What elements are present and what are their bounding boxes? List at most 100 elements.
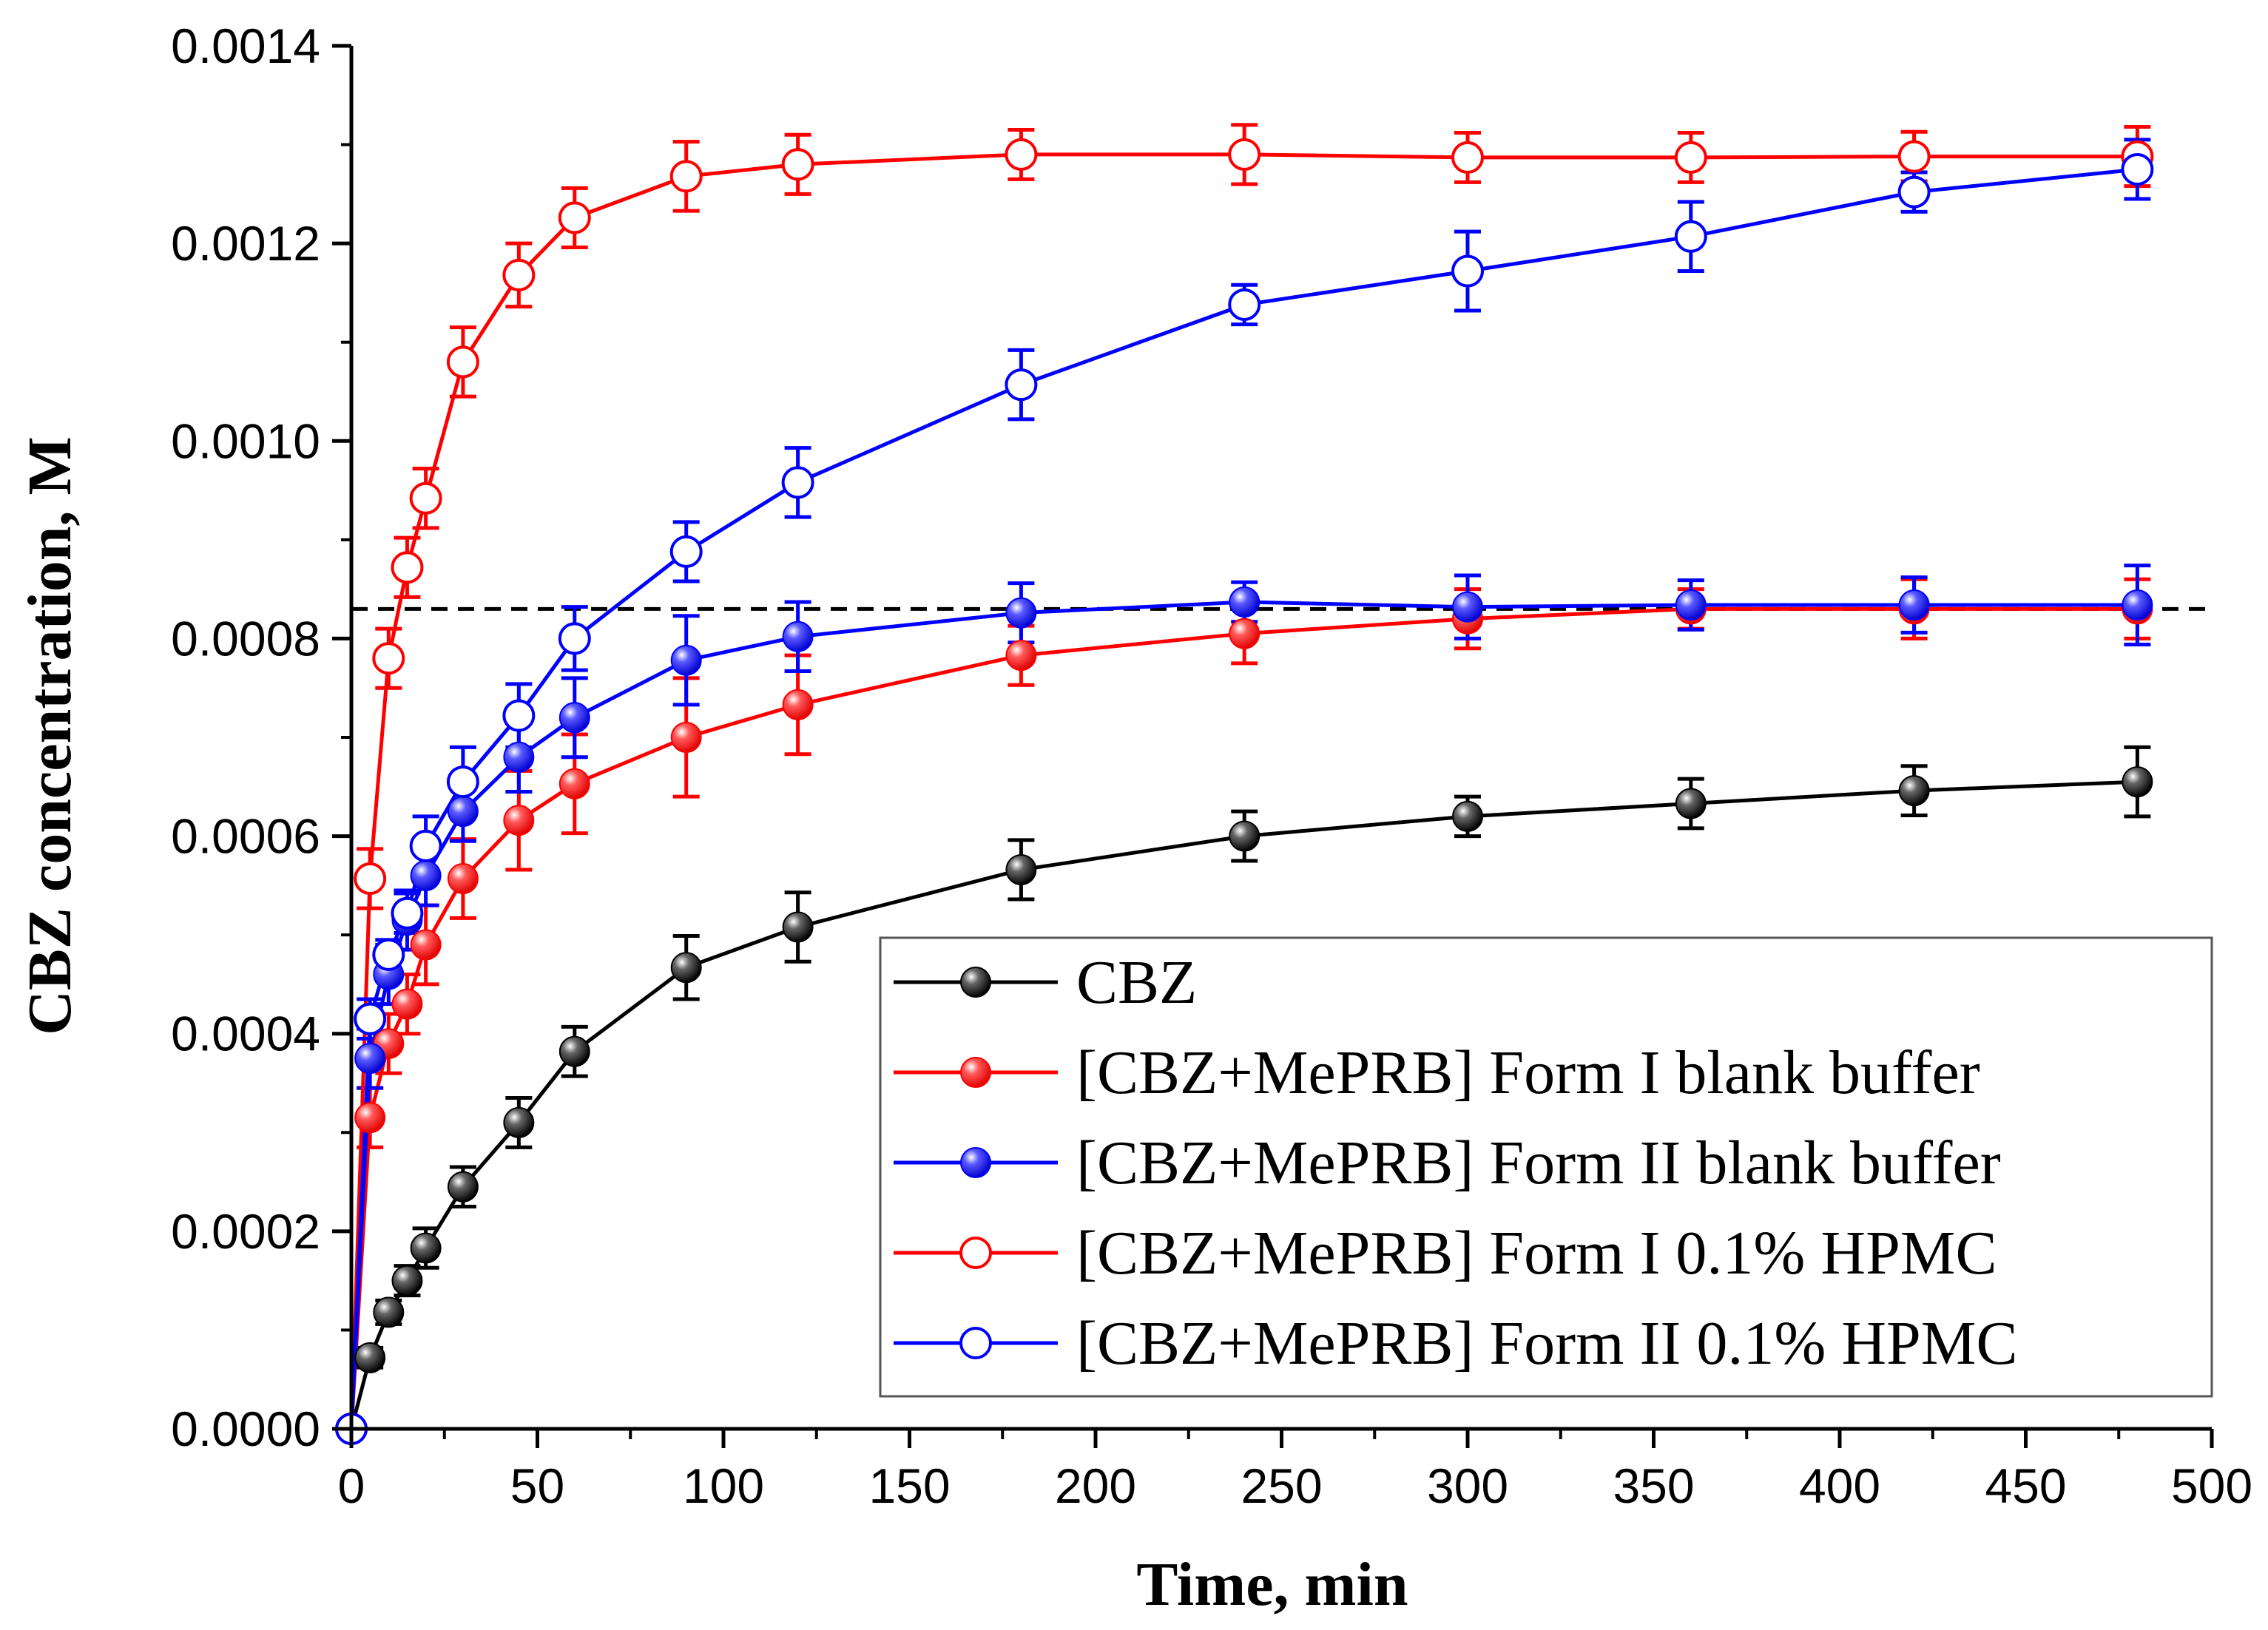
- data-point: [447, 1171, 479, 1203]
- x-tick-label: 200: [1055, 1458, 1136, 1513]
- marker-layer: [335, 138, 2154, 1445]
- data-point: [447, 796, 479, 828]
- y-axis-title: CBZ concentration, M: [16, 436, 84, 1035]
- data-point: [354, 1102, 386, 1134]
- x-tick-label: 50: [510, 1458, 564, 1513]
- data-point: [2122, 589, 2153, 621]
- data-point: [1005, 597, 1037, 629]
- data-point: [1452, 591, 1483, 623]
- legend-label: CBZ: [1076, 948, 1197, 1017]
- y-tick-label: 0.0012: [171, 216, 320, 271]
- data-point: [373, 1296, 405, 1328]
- data-point: [1005, 368, 1038, 402]
- x-tick-label: 450: [1985, 1458, 2066, 1513]
- y-tick-label: 0.0000: [171, 1401, 320, 1456]
- series-3: [349, 123, 2151, 1430]
- data-point: [782, 911, 814, 943]
- legend-entry: [CBZ+MePRB] Form I blank buffer: [894, 1038, 1980, 1107]
- data-point: [409, 829, 442, 862]
- data-point: [1005, 138, 1038, 171]
- data-point: [670, 644, 702, 676]
- data-point: [354, 1043, 386, 1075]
- axes: 0 50 100 150 200 250 300 350 400 450 500 0.0000 0.00…: [171, 18, 2252, 1513]
- data-point: [558, 768, 590, 799]
- data-point: [558, 1035, 590, 1067]
- data-point: [391, 551, 424, 584]
- series-line: [349, 606, 2138, 1430]
- plot-area: [335, 123, 2212, 1445]
- data-point: [670, 952, 702, 984]
- data-point: [1674, 141, 1707, 174]
- legend-label: [CBZ+MePRB] Form II 0.1% HPMC: [1076, 1309, 2017, 1378]
- legend-label: [CBZ+MePRB] Form I blank buffer: [1076, 1038, 1980, 1107]
- x-tick-label: 300: [1427, 1458, 1508, 1513]
- data-point: [1674, 220, 1707, 253]
- data-point: [2122, 766, 2153, 798]
- x-tick-label: 150: [868, 1458, 950, 1513]
- data-point: [1005, 640, 1037, 672]
- data-point: [391, 896, 424, 930]
- x-tick-label: 0: [338, 1458, 365, 1513]
- data-point: [1228, 288, 1261, 321]
- data-point: [1228, 138, 1261, 171]
- data-point: [1675, 788, 1707, 819]
- data-point: [409, 481, 442, 515]
- data-point: [1451, 254, 1484, 288]
- x-tick-label: 250: [1241, 1458, 1322, 1513]
- legend-entry: [CBZ+MePRB] Form I 0.1% HPMC: [894, 1219, 1997, 1288]
- data-point: [2121, 152, 2154, 186]
- x-tick-label: 500: [2171, 1458, 2252, 1513]
- x-tick-label: 400: [1799, 1458, 1880, 1513]
- data-point: [558, 201, 591, 234]
- legend-marker: [960, 1147, 991, 1178]
- data-point: [1897, 175, 1931, 209]
- data-point: [502, 258, 536, 291]
- data-point: [1452, 800, 1483, 832]
- data-point: [781, 466, 814, 499]
- series-line: [349, 152, 2138, 1430]
- data-point: [1229, 618, 1260, 649]
- x-tick-label: 350: [1613, 1458, 1694, 1513]
- legend-label: [CBZ+MePRB] Form II blank buffer: [1076, 1129, 2001, 1197]
- legend-box: [879, 936, 2213, 1398]
- y-tick-label: 0.0014: [171, 18, 320, 73]
- data-point: [1229, 820, 1260, 852]
- x-axis-title: Time, min: [1136, 1550, 1408, 1619]
- data-point: [410, 1232, 442, 1264]
- data-point: [669, 535, 703, 568]
- data-point: [354, 862, 387, 896]
- data-point: [354, 1002, 387, 1035]
- legend-label: [CBZ+MePRB] Form I 0.1% HPMC: [1076, 1219, 1997, 1288]
- data-point: [503, 741, 535, 773]
- data-point: [410, 860, 442, 891]
- data-point: [1229, 586, 1260, 618]
- data-point: [391, 988, 423, 1020]
- legend: CBZ [CBZ+MePRB] Form I blank buffer [CBZ+M…: [879, 936, 2213, 1398]
- data-point: [558, 702, 590, 734]
- legend-marker: [959, 1327, 992, 1359]
- data-point: [670, 722, 702, 753]
- data-point: [1675, 589, 1707, 621]
- data-point: [782, 689, 814, 720]
- data-point: [372, 938, 405, 971]
- y-tick-label: 0.0008: [171, 611, 320, 666]
- x-tick-label: 100: [683, 1458, 764, 1513]
- data-point: [1451, 141, 1484, 174]
- data-point: [446, 765, 479, 799]
- legend-entry: CBZ: [894, 948, 1197, 1017]
- y-tick-label: 0.0006: [171, 809, 320, 864]
- y-tick-label: 0.0004: [171, 1007, 320, 1061]
- y-tick-label: 0.0010: [171, 413, 320, 468]
- legend-marker: [960, 967, 991, 998]
- data-point: [669, 160, 703, 193]
- data-point: [503, 1106, 535, 1138]
- data-point: [502, 699, 536, 732]
- data-point: [1897, 140, 1931, 173]
- data-point: [410, 929, 442, 961]
- data-point: [391, 1265, 423, 1296]
- data-point: [446, 345, 479, 379]
- legend-marker: [959, 1237, 992, 1269]
- data-point: [1898, 775, 1930, 807]
- data-point: [558, 622, 591, 655]
